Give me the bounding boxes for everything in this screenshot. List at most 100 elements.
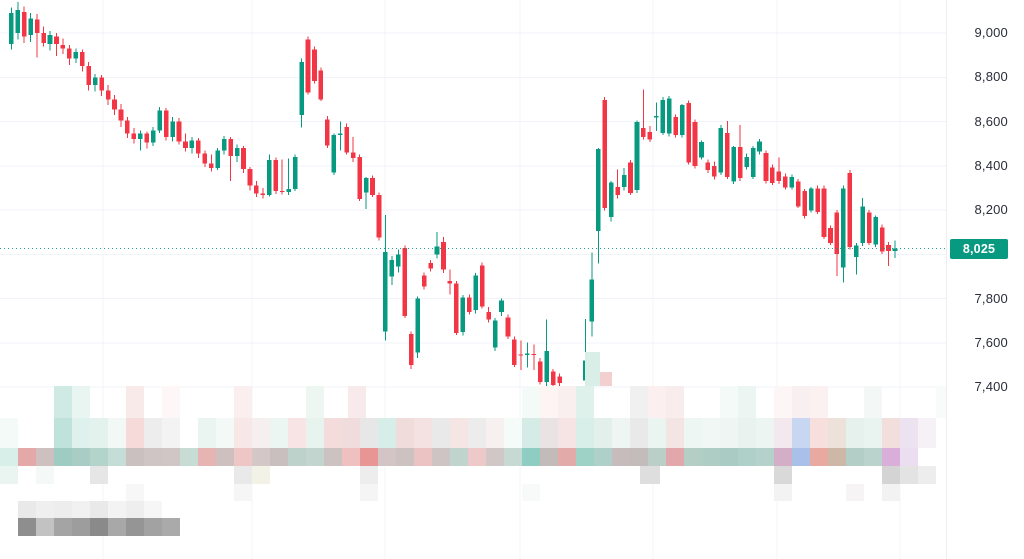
mosaic-block	[126, 518, 144, 536]
candle-body	[221, 139, 227, 151]
mosaic-block	[36, 448, 54, 466]
mosaic-block	[234, 448, 252, 466]
mosaic-block	[558, 418, 576, 448]
mosaic-block	[18, 448, 36, 466]
candle-body	[699, 141, 704, 158]
mosaic-block	[360, 418, 378, 448]
candle-body	[557, 376, 562, 384]
price-axis-label: 8,600	[974, 113, 1008, 129]
mosaic-block	[54, 518, 72, 536]
mosaic-block	[252, 466, 270, 484]
mosaic-block	[0, 466, 18, 484]
mosaic-block	[738, 418, 756, 448]
candle-body	[402, 248, 408, 317]
candle-body	[860, 206, 865, 244]
mosaic-block	[792, 418, 810, 448]
price-axis[interactable]: 9,000 8,800 8,600 8,400 8,200 7,800 7,600 7,400	[946, 0, 1024, 559]
mosaic-block	[108, 448, 126, 466]
candle-body	[215, 150, 220, 168]
mosaic-block	[324, 418, 342, 448]
candle-body	[454, 283, 459, 333]
candle-body	[138, 133, 143, 140]
candle-body	[79, 51, 85, 67]
price-axis-label: 7,800	[974, 290, 1008, 306]
mosaic-block	[792, 448, 810, 466]
candle-body	[757, 141, 762, 152]
candle-body	[247, 169, 253, 186]
candle-body	[615, 186, 620, 195]
candle-body	[183, 141, 188, 149]
candlestick-series	[9, 2, 898, 388]
candle-body	[853, 245, 859, 257]
mosaic-block	[144, 501, 162, 518]
candle-body	[460, 297, 466, 333]
mosaic-block	[900, 418, 918, 448]
candle-body	[415, 298, 420, 353]
candle-body	[47, 35, 53, 45]
candle-body	[434, 246, 440, 255]
candle-body	[267, 160, 272, 195]
last-price-badge: 8,025	[950, 239, 1008, 259]
candle-body	[99, 77, 104, 91]
mosaic-block	[18, 518, 36, 536]
mosaic-block	[738, 448, 756, 466]
mosaic-block	[90, 518, 108, 536]
candle-body	[789, 176, 795, 188]
mosaic-block	[774, 418, 792, 448]
mosaic-block	[144, 448, 162, 466]
mosaic-block	[396, 448, 414, 466]
mosaic-block	[288, 448, 306, 466]
mosaic-block	[882, 484, 900, 501]
candle-body	[312, 49, 317, 82]
mosaic-block	[270, 448, 288, 466]
candle-body	[518, 354, 524, 356]
mosaic-block	[54, 386, 72, 418]
mosaic-block	[90, 466, 108, 484]
mosaic-block	[630, 386, 648, 418]
candle-body	[337, 133, 343, 135]
pixelated-volume-and-footer	[0, 352, 1024, 536]
mosaic-block	[198, 448, 216, 466]
mosaic-block	[0, 418, 18, 448]
mosaic-block	[864, 418, 882, 448]
price-axis-label: 8,400	[974, 157, 1008, 173]
mosaic-block	[198, 418, 216, 448]
mosaic-block	[306, 448, 324, 466]
mosaic-block	[900, 448, 918, 466]
candle-body	[189, 140, 195, 149]
mosaic-block	[342, 418, 360, 448]
mosaic-block	[126, 484, 144, 501]
candle-body	[512, 339, 517, 365]
mosaic-block	[594, 418, 612, 448]
mosaic-block	[882, 466, 900, 484]
mosaic-block	[828, 418, 846, 448]
candle-body	[279, 190, 285, 192]
price-axis-label: 9,000	[974, 25, 1008, 40]
candle-body	[163, 110, 169, 137]
candle-body	[305, 39, 311, 93]
candle-body	[705, 162, 711, 171]
mosaic-block	[360, 448, 378, 466]
mosaic-block	[252, 418, 270, 448]
candle-body	[260, 193, 266, 195]
candle-body	[492, 320, 498, 348]
candle-body	[641, 128, 646, 137]
candle-body	[466, 297, 472, 312]
candle-body	[41, 33, 46, 43]
candle-body	[73, 51, 79, 59]
candle-body	[286, 188, 291, 192]
mosaic-block	[432, 448, 450, 466]
candle-body	[363, 177, 369, 193]
mosaic-block	[486, 448, 504, 466]
candle-body	[447, 280, 453, 284]
mosaic-block	[864, 386, 882, 418]
candle-body	[712, 166, 717, 177]
candle-body	[228, 139, 233, 156]
mosaic-block	[144, 518, 162, 536]
mosaic-block	[846, 448, 864, 466]
candle-body	[834, 212, 840, 254]
mosaic-block	[0, 448, 18, 466]
mosaic-block	[540, 418, 558, 448]
candle-body	[125, 120, 130, 134]
